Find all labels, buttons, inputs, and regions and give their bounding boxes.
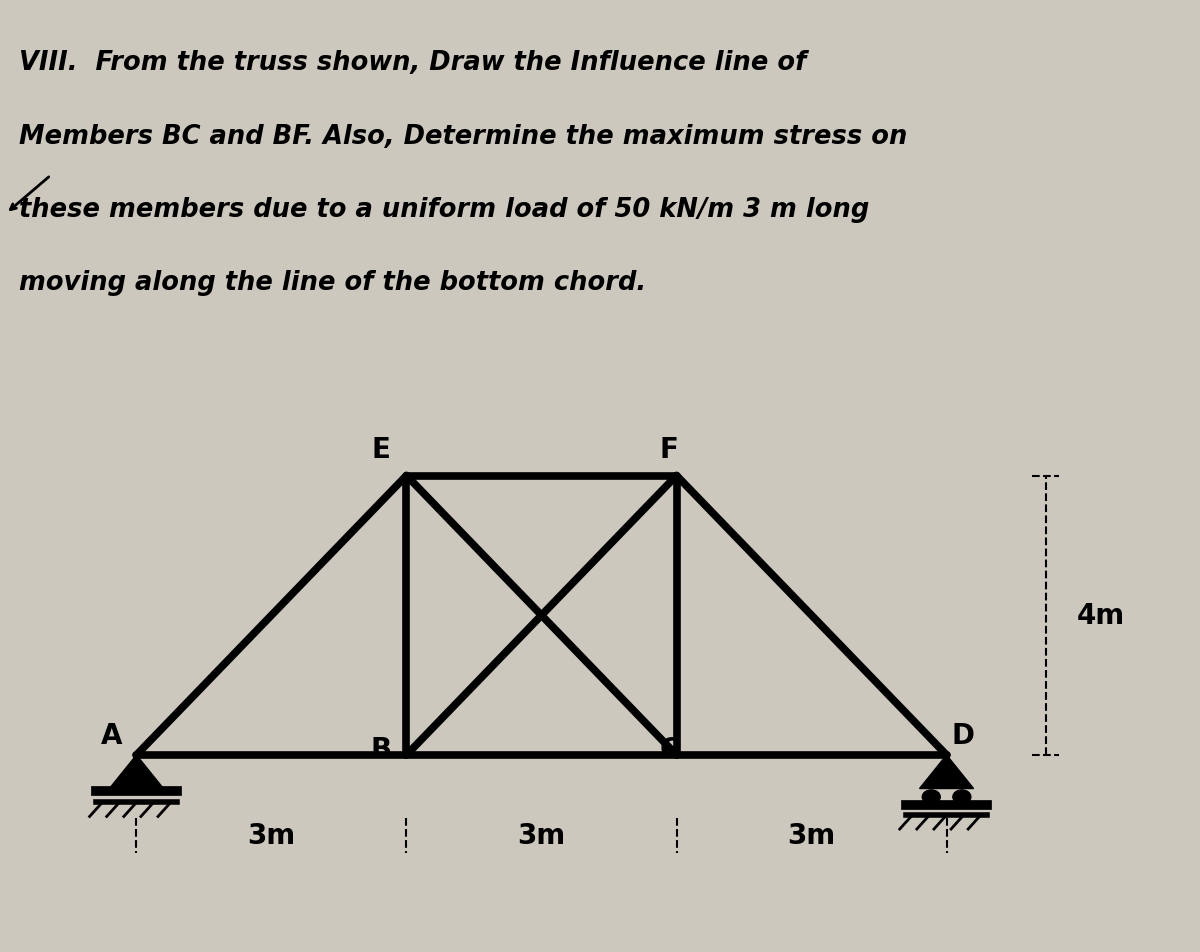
Text: B: B — [371, 736, 392, 764]
Text: F: F — [660, 435, 679, 464]
Text: VIII.  From the truss shown, Draw the Influence line of: VIII. From the truss shown, Draw the Inf… — [19, 50, 806, 76]
Text: 3m: 3m — [247, 822, 295, 849]
Polygon shape — [919, 755, 973, 788]
Text: 3m: 3m — [517, 822, 565, 849]
Text: E: E — [372, 435, 391, 464]
Text: moving along the line of the bottom chord.: moving along the line of the bottom chor… — [19, 270, 647, 296]
Text: 4m: 4m — [1078, 602, 1126, 629]
Circle shape — [953, 790, 971, 804]
Text: 3m: 3m — [787, 822, 835, 849]
Text: D: D — [952, 722, 974, 749]
Text: these members due to a uniform load of 50 kN/m 3 m long: these members due to a uniform load of 5… — [19, 197, 870, 223]
Circle shape — [923, 790, 941, 804]
Text: C: C — [659, 736, 679, 764]
Text: Members BC and BF. Also, Determine the maximum stress on: Members BC and BF. Also, Determine the m… — [19, 124, 907, 149]
Text: A: A — [101, 722, 122, 749]
Polygon shape — [109, 755, 163, 788]
